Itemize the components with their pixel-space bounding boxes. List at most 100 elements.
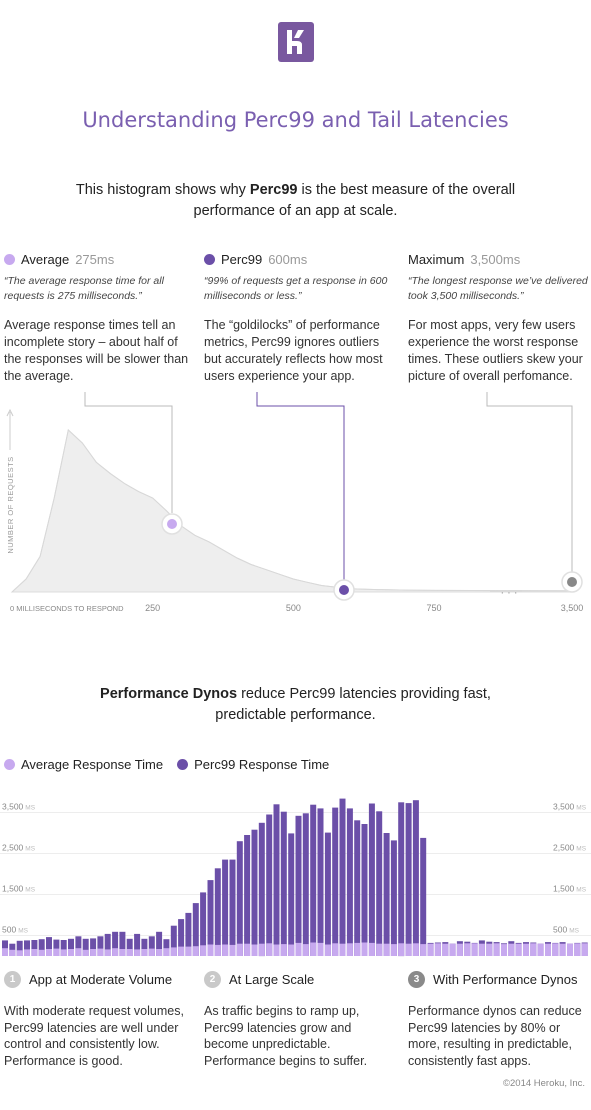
bar-average: [178, 946, 185, 956]
marker-maximum: [567, 577, 577, 587]
bar-average: [229, 944, 236, 956]
histogram-curve: [11, 429, 573, 593]
bar-average: [449, 943, 456, 956]
phase-1-description: With moderate request volumes, Perc99 la…: [4, 1004, 184, 1068]
perc99-dot-icon: [204, 254, 215, 265]
legend-average-dot-icon: [4, 759, 15, 770]
bar-average: [236, 943, 243, 956]
legend-item-average: Average Response Time: [4, 757, 163, 772]
bar-perc99: [266, 814, 273, 956]
bar-perc99: [295, 815, 302, 956]
bar-average: [317, 942, 324, 956]
bar-average: [9, 949, 16, 956]
average-dot-icon: [4, 254, 15, 265]
bar-average: [405, 943, 412, 956]
bar-average: [16, 950, 23, 956]
bar-average: [478, 943, 485, 956]
bar-perc99: [126, 938, 133, 956]
bar-average: [537, 943, 544, 956]
bar-average: [251, 944, 258, 956]
bar-perc99: [112, 931, 119, 956]
bar-average: [486, 943, 493, 956]
legend-perc99-label: Perc99 Response Time: [194, 757, 330, 772]
heroku-logo-icon: [278, 22, 314, 62]
bar-perc99: [68, 938, 74, 956]
average-column: Average 275ms “The average response time…: [4, 252, 190, 385]
bar-average: [104, 949, 111, 956]
bar-perc99: [60, 940, 67, 956]
bar-average: [60, 949, 67, 956]
bar-average: [434, 943, 441, 956]
bar-perc99: [24, 940, 30, 956]
bar-average: [398, 943, 405, 956]
bar-average: [90, 949, 97, 956]
y-tick-unit: MS: [576, 887, 586, 894]
bar-average: [266, 943, 273, 956]
bar-average: [427, 943, 434, 956]
phase-3-description: Performance dynos can reduce Perc99 late…: [408, 1004, 582, 1068]
bar-perc99: [46, 937, 52, 956]
bar-perc99: [383, 833, 390, 956]
average-header: Average 275ms: [4, 252, 190, 267]
perc99-column: Perc99 600ms “99% of requests get a resp…: [204, 252, 390, 385]
bar-average: [192, 946, 199, 956]
bar-average: [288, 944, 295, 956]
bar-perc99: [192, 903, 199, 956]
bar-average: [581, 943, 588, 956]
phase-3-label: With Performance Dynos: [433, 972, 578, 987]
bar-perc99: [339, 798, 346, 956]
bar-perc99: [280, 811, 287, 956]
bar-perc99: [90, 938, 97, 956]
y-tick-label: 1,500 MS: [553, 884, 587, 894]
phase-1-label: App at Moderate Volume: [29, 972, 173, 987]
bar-average: [280, 944, 287, 956]
perc99-description: The “goldilocks” of performance metrics,…: [204, 318, 383, 383]
bar-average: [552, 943, 559, 956]
bar-average: [361, 942, 368, 956]
average-label: Average: [21, 252, 70, 267]
bar-average: [222, 944, 229, 956]
bar-average: [31, 949, 38, 956]
bar-average: [310, 942, 317, 956]
maximum-header: Maximum 3,500ms: [408, 252, 588, 267]
x-tick-label: 750: [426, 603, 441, 613]
bar-perc99: [156, 931, 163, 956]
bar-perc99: [332, 807, 339, 956]
bar-average: [354, 942, 361, 956]
maximum-column: Maximum 3,500ms “The longest response we…: [408, 252, 588, 385]
bar-average: [567, 943, 573, 956]
bar-perc99: [244, 835, 251, 956]
phase-3-number: 3: [408, 971, 425, 988]
bar-perc99: [346, 808, 353, 956]
phase-1: 1 App at Moderate Volume With moderate r…: [4, 971, 190, 1069]
bar-perc99: [134, 933, 141, 956]
bar-average: [207, 944, 214, 956]
average-description: Average response times tell an incomplet…: [4, 318, 189, 383]
bar-perc99: [361, 824, 368, 956]
phase-1-number: 1: [4, 971, 21, 988]
bar-perc99: [178, 919, 185, 956]
y-tick-label: 500 MS: [553, 925, 580, 935]
y-tick-unit: MS: [576, 805, 586, 812]
y-tick-label: 2,500 MS: [2, 843, 36, 853]
y-tick-label: 2,500 MS: [553, 843, 587, 853]
bar-perc99: [398, 802, 405, 957]
bar-average: [185, 946, 192, 956]
histogram-area: [10, 429, 573, 593]
bar-perc99: [405, 803, 412, 956]
y-axis-label: NUMBER OF REQUESTS: [6, 456, 15, 553]
x-tick-label: 0 MILLISECONDS TO RESPOND: [10, 604, 124, 613]
legend-average-label: Average Response Time: [21, 757, 164, 772]
bar-average: [82, 949, 89, 956]
bar-average: [346, 943, 353, 956]
bar-perc99: [258, 822, 265, 957]
bar-average: [471, 943, 478, 956]
y-tick-label: 1,500 MS: [2, 884, 36, 894]
phase-2-label: At Large Scale: [229, 972, 315, 987]
bar-perc99: [317, 808, 324, 956]
bar-perc99: [354, 820, 361, 956]
bar-perc99: [82, 938, 89, 956]
bar-perc99: [214, 868, 221, 956]
leader-line: [486, 392, 573, 574]
average-quote: “The average response time for all reque…: [4, 275, 164, 302]
